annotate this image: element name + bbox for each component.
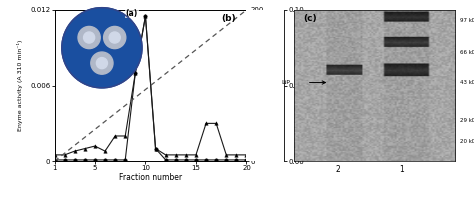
- Circle shape: [62, 8, 142, 88]
- Text: 97 kDa: 97 kDa: [460, 18, 474, 23]
- Y-axis label: [NaCl] mM: [NaCl] mM: [267, 69, 272, 102]
- Text: LiP: LiP: [282, 80, 291, 85]
- X-axis label: Fraction number: Fraction number: [119, 173, 182, 182]
- Text: (b): (b): [221, 15, 236, 23]
- Circle shape: [78, 26, 100, 49]
- Circle shape: [83, 32, 95, 43]
- Y-axis label: Enyme activity (A 310 min⁻¹): Enyme activity (A 310 min⁻¹): [17, 40, 23, 131]
- Text: 66 kDa: 66 kDa: [460, 50, 474, 55]
- Text: (a): (a): [126, 9, 138, 18]
- Text: 20 kDa: 20 kDa: [460, 139, 474, 144]
- Circle shape: [109, 32, 120, 43]
- Circle shape: [104, 26, 126, 49]
- Text: 43 kDa: 43 kDa: [460, 80, 474, 85]
- Y-axis label: Protein concentration (A₇₀₀): Protein concentration (A₇₀₀): [307, 42, 312, 129]
- Circle shape: [91, 52, 113, 74]
- Text: 29 kDa: 29 kDa: [460, 118, 474, 123]
- Text: 2: 2: [335, 165, 340, 174]
- Circle shape: [96, 58, 108, 69]
- Text: (c): (c): [303, 15, 317, 23]
- Text: 1: 1: [400, 165, 404, 174]
